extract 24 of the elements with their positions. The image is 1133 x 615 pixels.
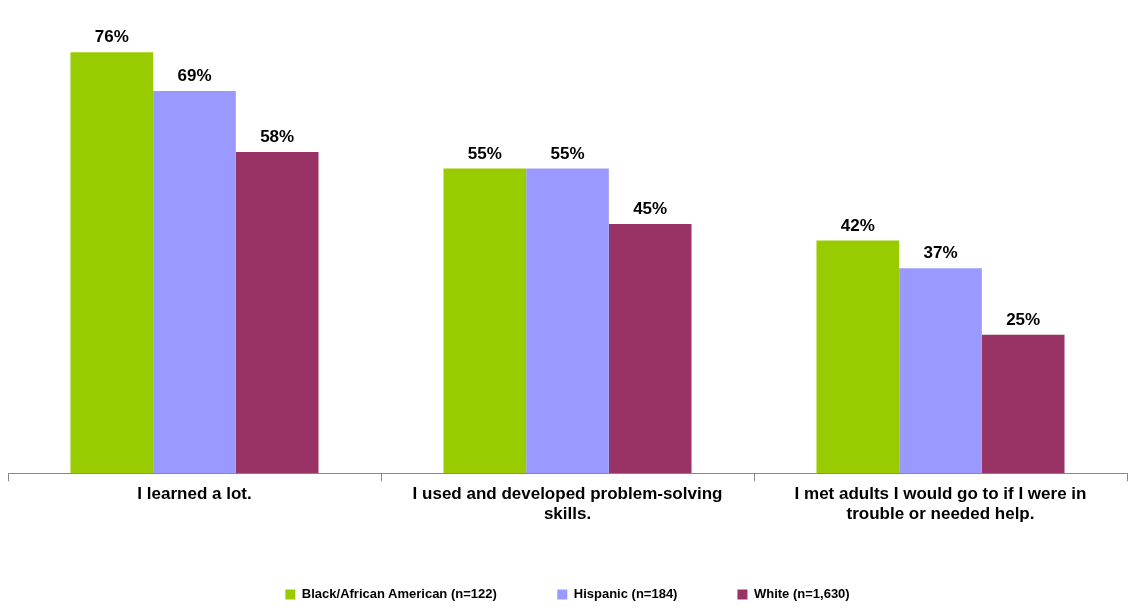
x-tick-label: I learned a lot. bbox=[137, 484, 252, 504]
bar bbox=[153, 90, 236, 474]
data-label: 55% bbox=[467, 143, 502, 163]
legend-label: Hispanic (n=184) bbox=[573, 586, 678, 602]
bar bbox=[899, 268, 982, 474]
bar bbox=[608, 223, 692, 474]
data-label: 76% bbox=[94, 27, 129, 47]
bar bbox=[443, 168, 527, 474]
bar bbox=[981, 334, 1065, 474]
x-tick-label: I met adults I would go to if I were in trouble or needed help. bbox=[794, 484, 1087, 524]
data-label: 37% bbox=[923, 243, 958, 263]
bar bbox=[526, 168, 609, 474]
data-label: 55% bbox=[550, 143, 585, 163]
x-tick-label: I used and developed problem-solving skills. bbox=[412, 484, 723, 524]
data-label: 25% bbox=[1006, 309, 1041, 329]
data-label: 69% bbox=[177, 66, 212, 86]
legend-label: Black/African American (n=122) bbox=[301, 586, 497, 602]
data-label: 45% bbox=[633, 199, 668, 219]
bar bbox=[235, 151, 319, 474]
bar bbox=[816, 240, 900, 474]
data-label: 58% bbox=[260, 127, 295, 147]
legend-label: White (n=1,630) bbox=[753, 586, 850, 602]
bar bbox=[70, 52, 154, 474]
data-label: 42% bbox=[840, 215, 875, 235]
